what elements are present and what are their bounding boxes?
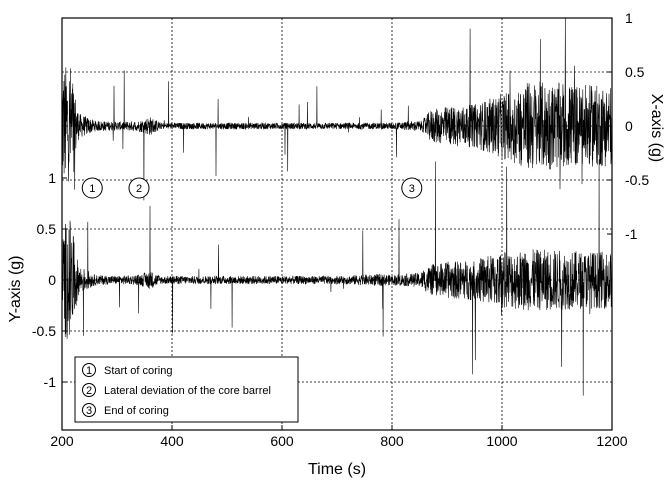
event-marker-1-label: 1	[89, 183, 95, 195]
y-left-tick-label-2: 0	[48, 272, 56, 288]
legend: 1 Start of coring 2 Lateral deviation of…	[74, 356, 299, 423]
event-marker-2-label: 2	[136, 183, 142, 195]
x-tick-label-2: 600	[270, 433, 294, 449]
legend-item-2: 2 Lateral deviation of the core barrel	[82, 383, 271, 397]
y-left-tick-label-4: -1	[44, 374, 57, 390]
legend-item-3: 3 End of coring	[82, 403, 169, 417]
legend-item-2-text: Lateral deviation of the core barrel	[104, 385, 271, 397]
legend-item-3-text: End of coring	[104, 405, 169, 417]
x-tick-label-3: 800	[380, 433, 404, 449]
y-right-tick-label-4: -1	[625, 226, 638, 242]
y-axis-right-title: X-axis (g)	[648, 94, 665, 162]
tick-labels: 200 400 600 800 1000 1200 1 0.5 0 -0.5 -1 1 0.5 0 -0.5…	[32, 10, 649, 449]
legend-marker-3-icon	[82, 403, 96, 417]
x-tick-label-4: 1000	[486, 433, 517, 449]
trace-series-1	[61, 17, 613, 201]
x-axis-title: Time (s)	[308, 461, 366, 478]
y-right-tick-label-3: -0.5	[625, 172, 649, 188]
event-markers: 1 2 3	[81, 177, 423, 199]
legend-marker-1-num: 1	[86, 365, 92, 377]
event-marker-2-circle	[128, 177, 150, 199]
legend-item-1: 1 Start of coring	[82, 363, 172, 377]
y-left-tick-label-0: 1	[48, 170, 56, 186]
event-marker-1-circle	[81, 177, 103, 199]
y-left-tick-label-3: -0.5	[32, 323, 56, 339]
y-right-tick-label-2: 0	[625, 118, 633, 134]
event-marker-3-circle	[401, 177, 423, 199]
x-tick-label-0: 200	[50, 433, 74, 449]
grid	[62, 18, 612, 430]
x-tick-label-5: 1200	[596, 433, 627, 449]
y-right-tick-label-0: 1	[625, 10, 633, 26]
ticks	[61, 17, 613, 430]
y-left-tick-label-1: 0.5	[37, 221, 57, 237]
event-marker-3-label: 3	[409, 183, 415, 195]
plot-frame	[61, 17, 613, 431]
legend-marker-3-num: 3	[86, 405, 92, 417]
y-right-tick-label-1: 0.5	[625, 64, 645, 80]
legend-marker-1-icon	[82, 363, 96, 377]
x-tick-label-1: 400	[160, 433, 184, 449]
traces	[61, 17, 613, 396]
legend-item-1-text: Start of coring	[104, 365, 172, 377]
trace-series-2	[61, 159, 613, 396]
legend-marker-2-num: 2	[86, 385, 92, 397]
legend-marker-2-icon	[82, 383, 96, 397]
y-axis-left-title: Y-axis (g)	[7, 256, 24, 323]
legend-box	[74, 356, 299, 423]
